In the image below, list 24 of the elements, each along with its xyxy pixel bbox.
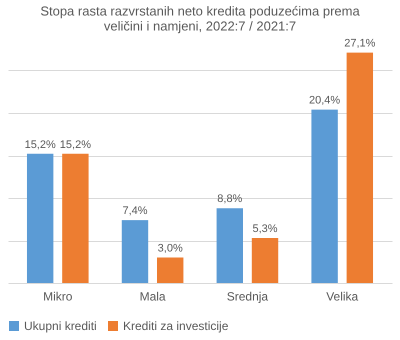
data-label: 3,0%	[158, 242, 183, 254]
bar	[311, 110, 338, 283]
data-label: 8,8%	[217, 193, 243, 206]
data-label: 15,2%	[24, 138, 56, 151]
bar	[122, 220, 148, 283]
bar	[252, 238, 278, 283]
legend-label: Ukupni krediti	[24, 319, 97, 333]
bar	[156, 258, 184, 283]
text: veličini i namjeni, 2022:7 / 2021:7	[104, 18, 296, 34]
bar	[216, 208, 244, 283]
data-label: 20,4%	[309, 94, 340, 107]
bar	[26, 154, 54, 283]
data-label: 5,3%	[252, 222, 278, 235]
data-label: 7,4%	[122, 205, 148, 218]
bar	[62, 154, 89, 283]
x-tick-label: Mikro	[43, 290, 73, 304]
legend-label: Krediti za investicije	[123, 319, 229, 333]
bar	[346, 52, 374, 283]
data-label: 15,2%	[60, 138, 92, 151]
data-label: 27,1%	[344, 38, 376, 50]
text: Stopa rasta razvrstanih neto kredita poduzećima prema	[40, 4, 360, 19]
x-tick-label: Srednja	[226, 290, 268, 304]
x-tick-label: Velika	[326, 290, 359, 304]
x-tick-label: Mala	[140, 290, 166, 304]
